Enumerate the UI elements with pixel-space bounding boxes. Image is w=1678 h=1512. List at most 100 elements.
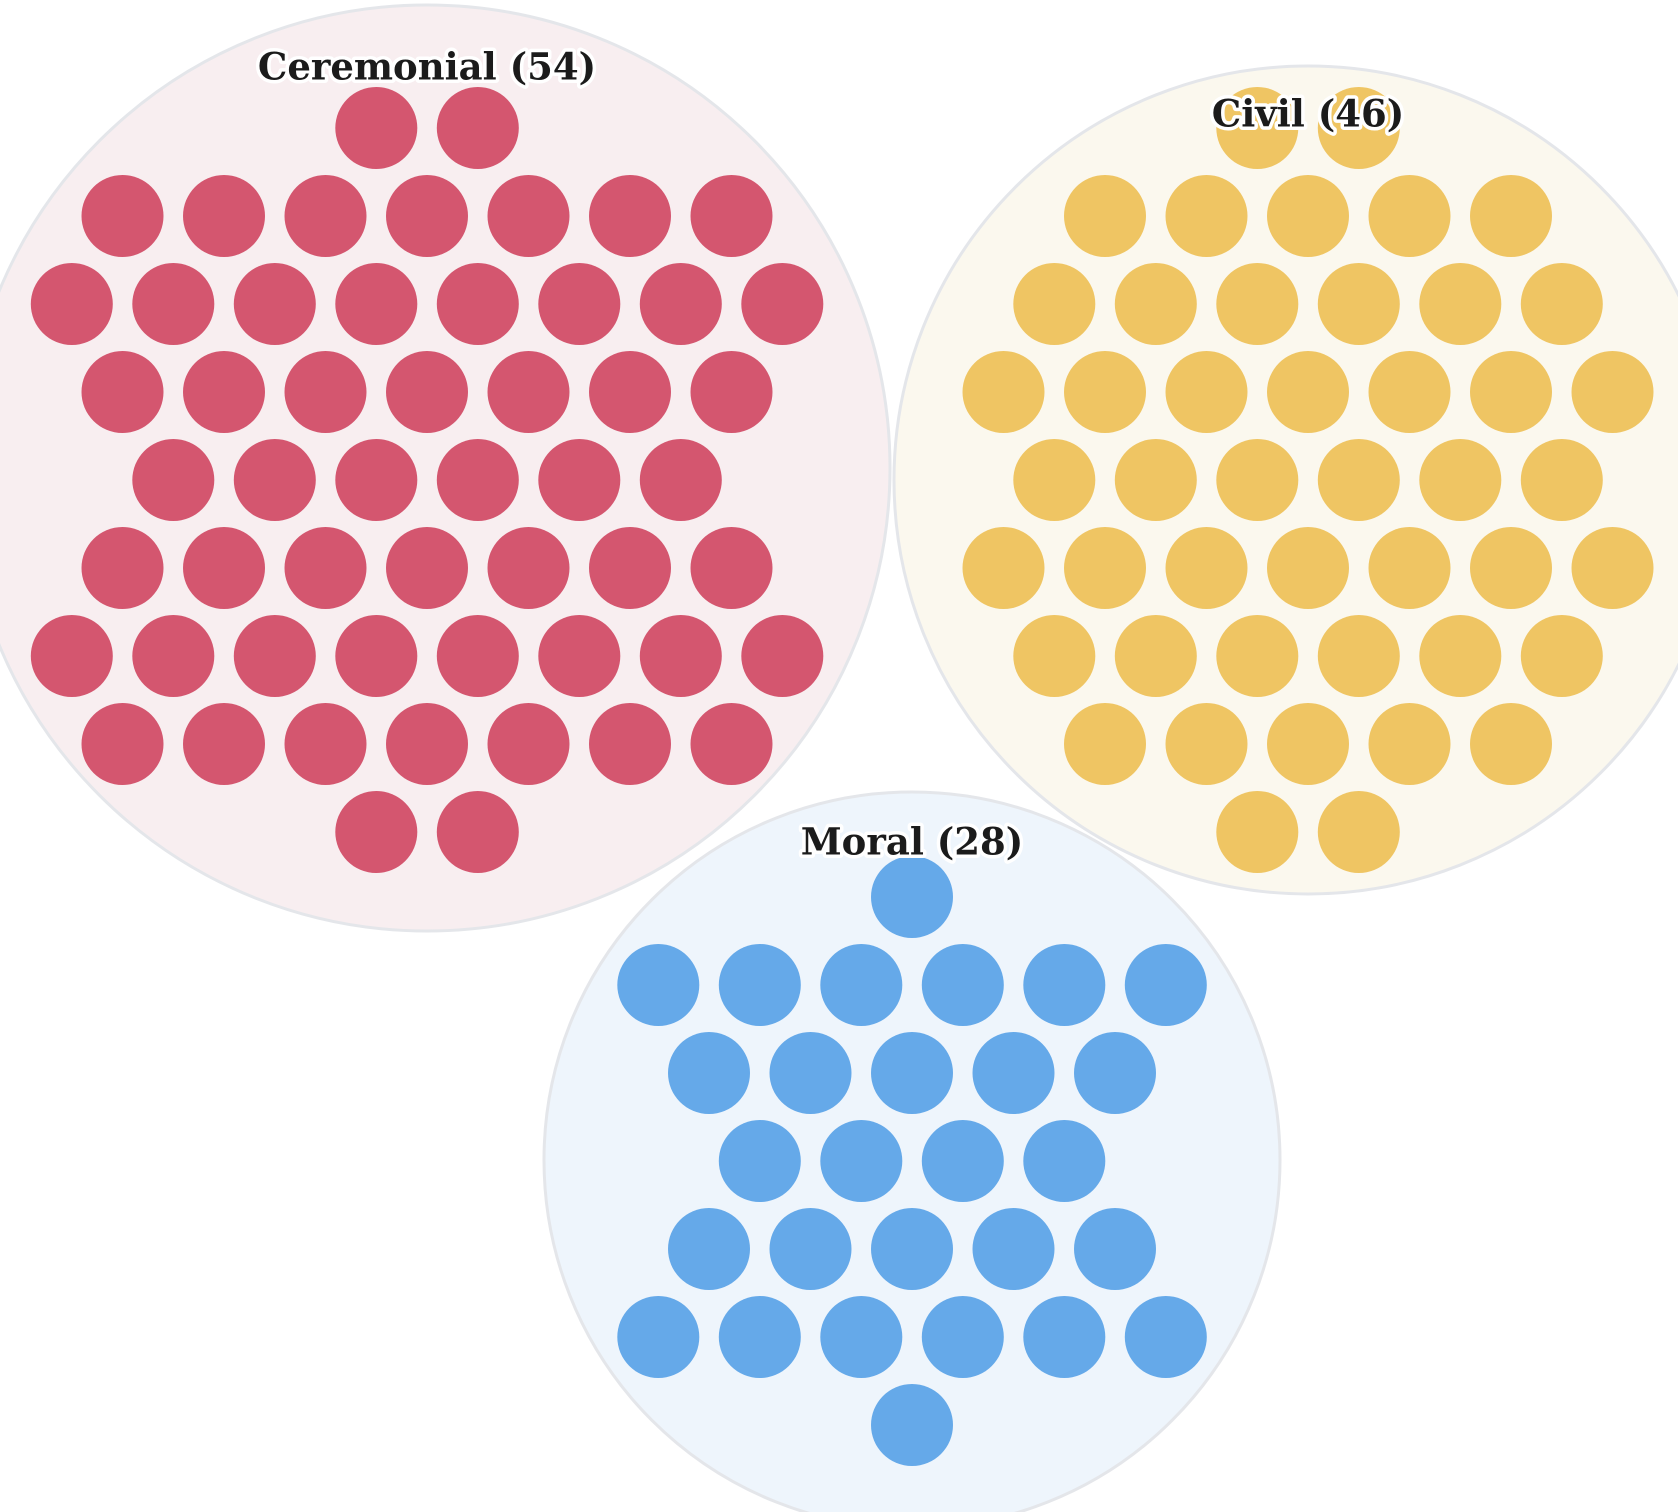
dot-ceremonial xyxy=(335,615,418,697)
dot-ceremonial xyxy=(81,175,164,257)
dot-moral xyxy=(921,944,1004,1026)
dot-civil xyxy=(1267,351,1349,433)
dot-ceremonial xyxy=(436,439,519,521)
dot-ceremonial xyxy=(487,527,570,609)
dot-ceremonial xyxy=(589,527,671,609)
dot-moral xyxy=(871,1208,953,1290)
dot-civil xyxy=(1419,615,1502,697)
dot-civil xyxy=(1368,175,1451,257)
group-label-moral: Moral (28) xyxy=(801,820,1024,864)
dot-moral xyxy=(972,1208,1055,1290)
dot-ceremonial xyxy=(589,351,671,433)
dot-ceremonial xyxy=(538,615,621,697)
dot-ceremonial xyxy=(589,703,671,785)
dot-ceremonial xyxy=(132,439,215,521)
dot-moral xyxy=(769,1032,852,1114)
dot-ceremonial xyxy=(30,615,113,697)
dot-ceremonial xyxy=(386,703,468,785)
dot-civil xyxy=(1419,439,1502,521)
dot-civil xyxy=(962,351,1045,433)
dot-civil xyxy=(1571,527,1654,609)
dot-civil xyxy=(1317,439,1400,521)
dot-ceremonial xyxy=(81,351,164,433)
dot-moral xyxy=(1023,1120,1106,1202)
dot-civil xyxy=(1165,527,1248,609)
dot-civil xyxy=(1368,351,1451,433)
dot-moral xyxy=(921,1296,1004,1378)
dot-ceremonial xyxy=(132,263,215,345)
dot-ceremonial xyxy=(30,263,113,345)
dot-ceremonial xyxy=(284,175,367,257)
dot-moral xyxy=(617,944,700,1026)
dot-moral xyxy=(1074,1208,1156,1290)
dot-moral xyxy=(1023,1296,1106,1378)
dot-civil xyxy=(1368,703,1451,785)
dot-civil xyxy=(1216,791,1299,873)
dot-civil xyxy=(1267,527,1349,609)
dot-ceremonial xyxy=(639,439,722,521)
group-ceremonial xyxy=(0,3,892,933)
dot-moral xyxy=(718,944,801,1026)
dot-moral xyxy=(668,1208,750,1290)
dot-civil xyxy=(1470,703,1552,785)
dot-civil xyxy=(1216,615,1299,697)
dot-civil xyxy=(1216,87,1299,169)
dot-ceremonial xyxy=(335,791,418,873)
dot-moral xyxy=(718,1296,801,1378)
dot-civil xyxy=(1064,527,1146,609)
dot-civil xyxy=(1165,351,1248,433)
dot-ceremonial xyxy=(538,439,621,521)
dot-civil xyxy=(1520,263,1603,345)
dot-civil xyxy=(1165,703,1248,785)
dot-ceremonial xyxy=(487,175,570,257)
dot-civil xyxy=(1114,439,1197,521)
dot-moral xyxy=(820,944,903,1026)
dot-moral xyxy=(871,1384,953,1466)
dot-ceremonial xyxy=(233,615,316,697)
dot-civil xyxy=(1317,263,1400,345)
group-civil xyxy=(892,64,1678,896)
dot-civil xyxy=(1419,263,1502,345)
dot-civil xyxy=(1267,703,1349,785)
dot-ceremonial xyxy=(335,87,418,169)
dot-ceremonial xyxy=(284,527,367,609)
dot-civil xyxy=(1064,175,1146,257)
dot-ceremonial xyxy=(589,175,671,257)
dot-ceremonial xyxy=(386,527,468,609)
dot-ceremonial xyxy=(690,351,773,433)
dot-civil xyxy=(1470,527,1552,609)
dot-moral xyxy=(769,1208,852,1290)
dot-ceremonial xyxy=(538,263,621,345)
dot-ceremonial xyxy=(487,703,570,785)
dot-civil xyxy=(1013,615,1096,697)
dot-civil xyxy=(1013,439,1096,521)
dot-ceremonial xyxy=(183,351,265,433)
dot-ceremonial xyxy=(81,527,164,609)
dot-moral xyxy=(871,856,953,938)
dot-civil xyxy=(1114,263,1197,345)
dot-civil xyxy=(1470,175,1552,257)
dot-ceremonial xyxy=(639,615,722,697)
dot-moral xyxy=(820,1296,903,1378)
dot-civil xyxy=(1520,439,1603,521)
dot-ceremonial xyxy=(335,439,418,521)
dot-moral xyxy=(820,1120,903,1202)
dot-ceremonial xyxy=(436,791,519,873)
dot-ceremonial xyxy=(183,175,265,257)
dot-moral xyxy=(668,1032,750,1114)
dot-ceremonial xyxy=(183,527,265,609)
dot-ceremonial xyxy=(132,615,215,697)
dot-moral xyxy=(718,1120,801,1202)
dot-ceremonial xyxy=(233,263,316,345)
dot-moral xyxy=(972,1032,1055,1114)
dot-ceremonial xyxy=(436,615,519,697)
dot-ceremonial xyxy=(284,351,367,433)
dot-ceremonial xyxy=(436,87,519,169)
dot-civil xyxy=(1470,351,1552,433)
dot-civil xyxy=(1216,439,1299,521)
dot-ceremonial xyxy=(690,175,773,257)
dot-ceremonial xyxy=(639,263,722,345)
dot-moral xyxy=(1023,944,1106,1026)
dot-moral xyxy=(1124,1296,1207,1378)
